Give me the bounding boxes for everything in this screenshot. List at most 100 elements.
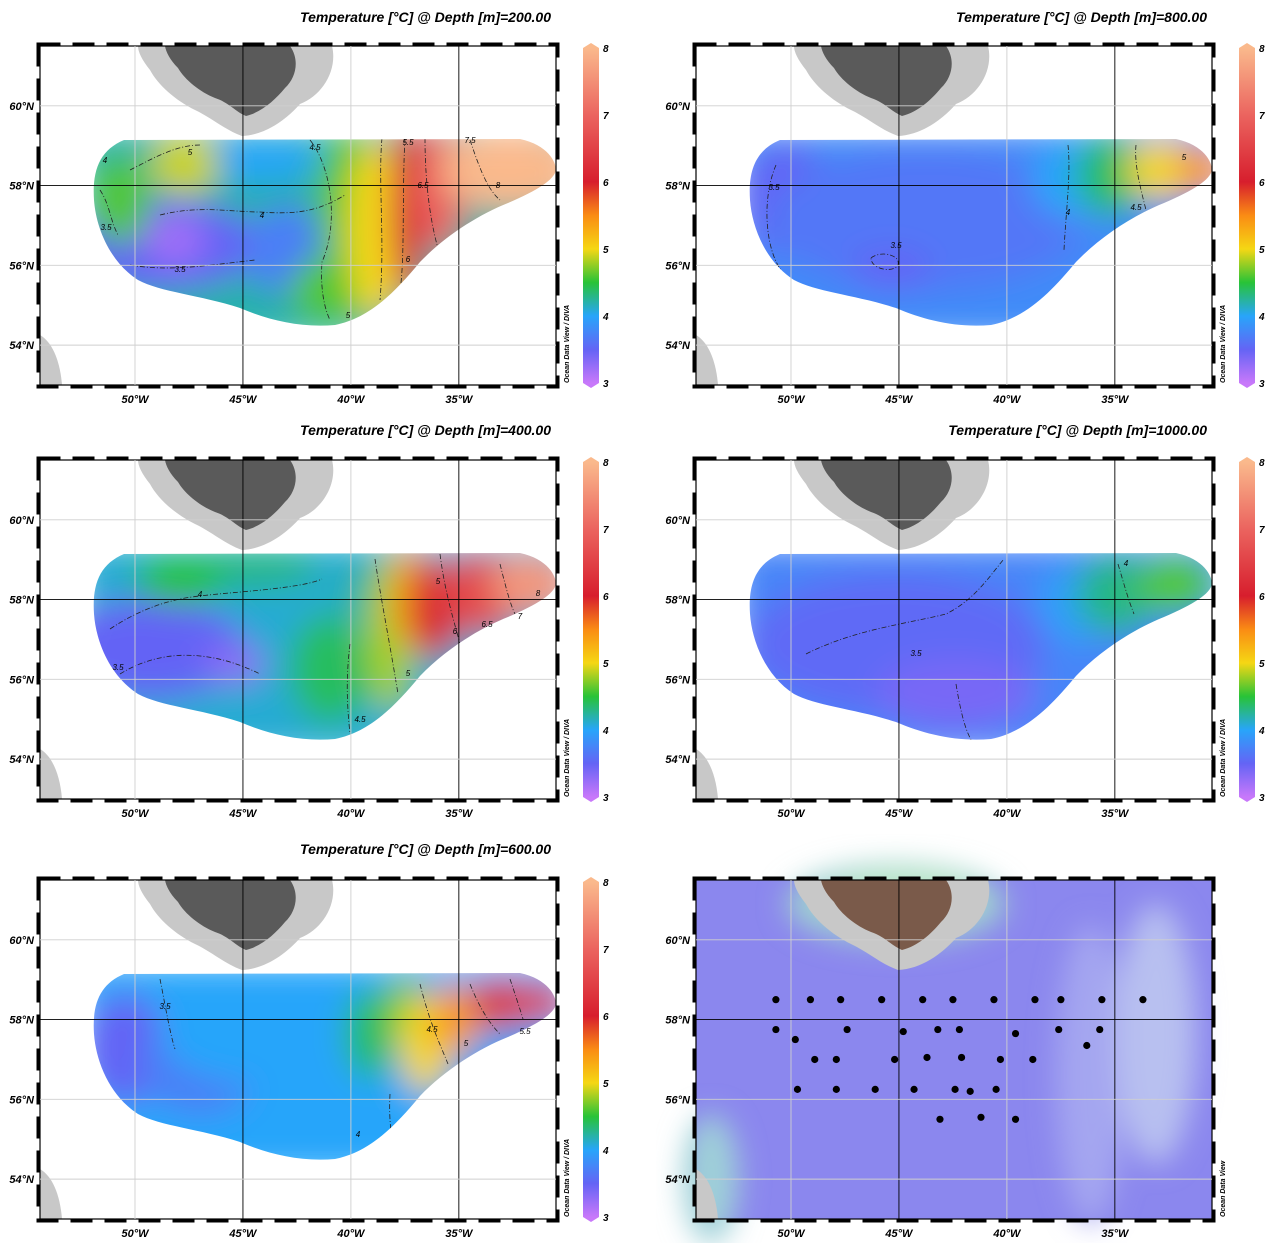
frame-dashed [36,42,560,389]
lon-tick-label: 40°W [336,808,366,820]
contour-line [766,164,782,271]
contour-line [109,578,323,630]
lat-tick-label: 54°N [665,340,691,352]
lat-tick-label: 56°N [665,674,691,686]
colorbar-cap-top [583,877,599,882]
station-marker [990,996,998,1004]
colorbar-gradient [583,462,599,797]
contour-label: 7 [518,612,523,621]
contour-line [99,189,119,236]
contour-label: 3.5 [890,241,902,250]
station-marker [957,1053,966,1062]
station-marker [1139,996,1147,1004]
colorbar-tick-label: 5 [1259,245,1265,256]
lat-tick-label: 56°N [9,674,35,686]
field-blob [290,614,370,724]
station-marker [772,996,780,1004]
lon-tick-label: 50°W [121,394,150,406]
colorbar-tick-label: 8 [1259,44,1265,55]
contour-label: 3.5 [910,649,922,658]
colorbar-tick-label: 7 [1259,525,1265,536]
contour-label: 6.5 [481,620,493,629]
contour-line [159,194,346,216]
station-marker [871,1085,879,1093]
lat-tick-label: 56°N [9,260,35,272]
lat-tick-label: 56°N [665,1094,691,1106]
field-blob [205,644,265,684]
lon-tick-label: 45°W [884,1228,914,1240]
colorbar-cap-top [1239,43,1255,48]
field-blob [430,984,480,1054]
field-blob [1076,139,1146,215]
colorbar-cap-bottom [583,797,599,802]
map-frame [36,42,560,389]
contour-label: 4 [356,1130,361,1139]
contour-label: 3.5 [112,663,124,672]
station-marker [832,1085,840,1093]
station-marker [1011,1029,1020,1038]
station-marker [899,1027,907,1036]
odv-credit: Ocean Data View / DIVA [564,719,571,797]
station-marker [1083,1041,1091,1050]
lon-tick-label: 35°W [445,1228,474,1240]
station-marker [1029,1055,1037,1064]
greenland-land [821,46,952,116]
contour-label: 4.5 [309,143,321,152]
station-marker [793,1085,802,1093]
colorbar-cap-bottom [583,383,599,388]
lat-tick-label: 58°N [9,1015,35,1027]
colorbar-tick-label: 7 [603,945,609,956]
frame-dashed [36,876,560,1223]
contour-line [509,978,524,1020]
temperature-field [749,139,1212,326]
station-marker [1057,996,1065,1004]
lon-tick-label: 40°W [992,808,1022,820]
lon-tick-label: 35°W [1101,808,1130,820]
contour-line [955,683,975,740]
map-frame [692,456,1216,803]
colorbar-tick-label: 4 [1258,726,1265,737]
contour-label: 5.5 [519,1027,531,1036]
contour-label: 6 [406,255,411,264]
contour-label: 5.5 [402,138,414,147]
contour-label: 5 [1182,153,1187,162]
station-map: 50°W 45°W 40°W 35°W 60°N 58°N 56°N 54°N Ocean Da… [665,864,1227,1244]
labrador-coast [696,335,718,385]
station-marker [936,1115,944,1123]
station-marker [910,1085,918,1093]
colorbar-tick-label: 4 [602,312,609,323]
temperature-map: 3.5 4.5 5 5.5 4 50°W 45°W 40°W 35°W 60°N 58°N 56°N 5… [9,876,609,1240]
contour-label: 3.5 [159,1002,171,1011]
temperature-map: 3.5 3.5 4 4.5 5 50°W 45°W 40°W 35°W 60°N 58°N 56°N 5… [665,42,1265,406]
colorbar-cap-top [1239,457,1255,462]
lat-tick-label: 58°N [665,181,691,193]
contour-line [379,139,383,301]
temperature-field [749,553,1212,740]
lon-tick-label: 35°W [1101,394,1130,406]
station-marker [791,1035,799,1044]
contour-label: 6 [453,627,458,636]
lon-tick-label: 45°W [884,394,914,406]
lat-tick-label: 54°N [665,754,691,766]
lat-tick-label: 58°N [9,181,35,193]
station-marker [878,996,886,1004]
temperature-field [93,553,556,740]
station-marker [949,996,957,1004]
field-blob [1076,554,1156,634]
station-marker [1055,1025,1063,1034]
contour-line [469,139,501,201]
map-panel-400m: Temperature [°C] @ Depth [m]=400.00 4 3.5… [0,414,641,828]
greenland-land [165,460,296,530]
contour-line [419,983,449,1065]
contour-line [1063,144,1070,251]
lon-tick-label: 50°W [777,394,806,406]
colorbar-tick-label: 4 [1258,312,1265,323]
contour-label: 7.5 [464,136,476,145]
lon-tick-label: 45°W [228,394,258,406]
labrador-coast [696,749,718,799]
greenland-land [165,880,296,950]
colorbar: 3 4 5 6 7 8 [583,43,609,390]
panel-title: Temperature [°C] @ Depth [m]=600.00 [300,841,551,857]
labrador-coast [696,1169,718,1219]
colorbar: 3 4 5 6 7 8 [1239,457,1265,804]
